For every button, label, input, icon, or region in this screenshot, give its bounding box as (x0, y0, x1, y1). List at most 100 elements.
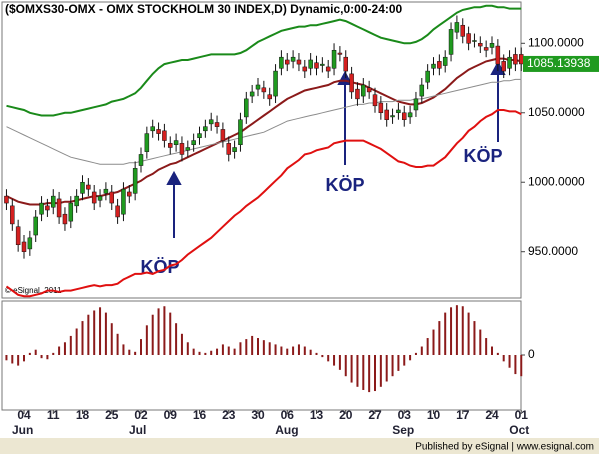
candle-body (501, 61, 506, 72)
osc-bar (450, 307, 453, 355)
osc-bar (192, 348, 195, 355)
band-line (5, 109, 522, 298)
osc-bar (362, 355, 365, 390)
osc-bar (116, 333, 119, 355)
copyright: © eSignal, 2011 (5, 286, 62, 295)
osc-bar (11, 355, 14, 364)
osc-bar (63, 342, 66, 355)
candle-body (460, 24, 465, 37)
osc-bar (227, 346, 230, 355)
osc-bar (46, 355, 49, 360)
candle-body (466, 33, 471, 44)
x-tick-label: 10 (427, 408, 441, 422)
candle-body (472, 40, 477, 42)
candle-body (489, 43, 495, 48)
osc-bar (233, 348, 236, 355)
osc-bar (485, 338, 488, 355)
candle-body (56, 198, 62, 218)
osc-bar (186, 342, 189, 355)
osc-bar (17, 355, 20, 366)
osc-bar (409, 355, 412, 361)
osc-bar (426, 338, 429, 355)
osc-bar (496, 352, 499, 355)
candle-body (402, 112, 407, 120)
candle-body (355, 88, 360, 100)
candle-body (384, 109, 389, 120)
y-tick-label: 1100.0000 (528, 35, 584, 49)
osc-bar (414, 352, 417, 355)
candle-body (191, 140, 196, 145)
candle-body (513, 54, 518, 65)
candle-body (226, 143, 231, 155)
osc-bar (350, 355, 353, 383)
osc-bar (438, 321, 441, 355)
candle-body (27, 237, 33, 250)
x-tick-label: 16 (193, 408, 207, 422)
chart-title: ($OMXS30-OMX - OMX STOCKHOLM 30 INDEX,D)… (5, 2, 403, 16)
osc-bar (274, 344, 277, 355)
candle-body (33, 216, 38, 236)
candle-body (437, 61, 442, 69)
band-line (6, 4, 522, 117)
candle-body (396, 109, 401, 114)
y-tick-label: 1000.0000 (528, 174, 585, 188)
x-tick-label: 02 (134, 408, 148, 422)
osc-bar (397, 355, 400, 371)
osc-bar (99, 307, 102, 355)
osc-bar (5, 355, 8, 361)
osc-bar (420, 346, 423, 355)
candle-body (413, 98, 419, 111)
osc-bar (204, 352, 207, 355)
osc-bar (344, 355, 347, 377)
candle-body (203, 126, 208, 132)
osc-bar (385, 355, 388, 382)
osc-bar (257, 338, 259, 355)
month-label: Aug (275, 423, 298, 437)
osc-bar (514, 355, 517, 375)
candle-body (127, 191, 132, 197)
candle-body (314, 62, 319, 69)
candle-body (331, 49, 337, 69)
candle-body (144, 133, 150, 152)
candle-body (390, 115, 395, 118)
candle-body (378, 102, 384, 114)
candle-body (238, 119, 243, 145)
osc-bar (93, 310, 96, 355)
candle-body (267, 94, 272, 100)
osc-bar (368, 355, 371, 393)
candle-body (197, 133, 202, 139)
osc-bar (134, 351, 137, 355)
arrows (166, 60, 506, 238)
osc-bar (268, 342, 271, 355)
osc-bar (461, 306, 464, 355)
osc-bar (75, 328, 78, 355)
candle-body (86, 184, 91, 190)
osc-bar (444, 312, 447, 355)
osc-bar (356, 355, 359, 387)
x-tick-label: 24 (485, 408, 499, 422)
osc-bar (87, 314, 90, 355)
x-tick-label: 27 (368, 408, 382, 422)
osc-bar (333, 355, 336, 366)
osc-bar (128, 349, 131, 355)
candle-body (39, 202, 44, 215)
osc-bar (198, 351, 201, 355)
candle-body (261, 87, 267, 93)
osc-bar (122, 344, 125, 355)
osc-bar (163, 306, 166, 355)
candle-body (279, 56, 284, 69)
osc-bar (151, 314, 154, 355)
osc-bar (140, 339, 142, 355)
osc-bar (292, 346, 295, 355)
x-tick-label: 11 (47, 408, 60, 422)
candle-body (442, 56, 448, 66)
osc-bar (58, 346, 61, 355)
footer: Published by eSignal | www.esignal.com (415, 442, 594, 453)
month-label: Jul (129, 423, 146, 437)
osc-bar (169, 312, 172, 355)
candle-body (290, 56, 296, 62)
osc-bar (34, 349, 37, 355)
osc-bar (23, 355, 25, 362)
x-tick-label: 09 (164, 408, 178, 422)
candle-body (325, 66, 331, 72)
